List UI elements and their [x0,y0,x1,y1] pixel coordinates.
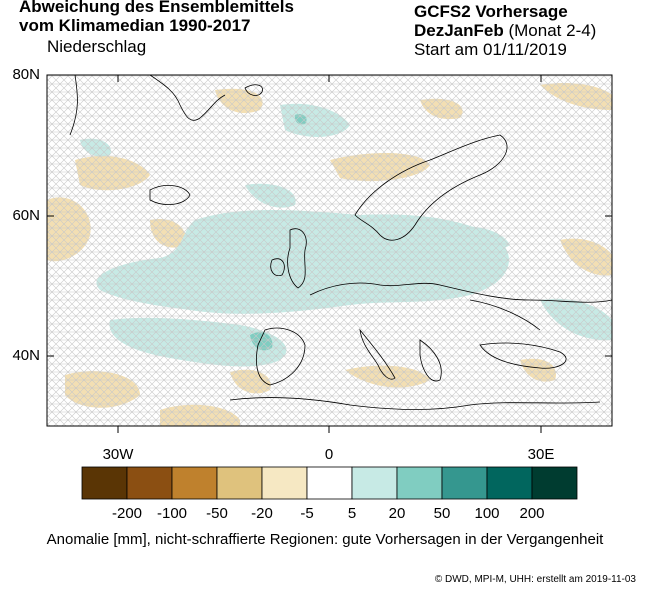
map-area [47,75,612,426]
ireland [270,258,285,277]
anatolia [479,342,567,369]
colorbar-tick-label: 20 [388,505,406,522]
title-line-1: Abweichung des Ensemblemittels [19,0,294,16]
continental-coast [309,282,612,303]
colorbar-tick-label: -5 [300,505,314,522]
forecast-info: GCFS2 Vorhersage DezJanFeb (Monat 2-4) S… [414,2,596,59]
svalbard [244,84,263,96]
colorbar-swatch [396,466,443,500]
colorbar-tick-label: 200 [519,505,545,522]
coastlines [69,75,612,410]
hatch-overlay [47,75,612,426]
iberia [256,327,306,386]
colorbar-swatch [126,466,173,500]
balkans [419,339,442,382]
greenland-west-coast [69,75,78,136]
north-africa-coast [229,397,601,410]
lat-label-40n: 40N [12,347,40,364]
colorbar-tick-label: -50 [206,505,228,522]
colorbar [81,466,578,500]
colorbar-swatch [216,466,263,500]
colorbar-swatch [486,466,533,500]
colorbar-swatch [306,466,353,500]
lat-label-80n: 80N [12,66,40,83]
lon-label-30e: 30E [527,446,555,463]
colorbar-tick-label: -20 [251,505,273,522]
greenland-coast [149,75,226,121]
model-label: GCFS2 Vorhersage [414,2,568,21]
lat-label-60n: 60N [12,207,40,224]
colorbar-tick-label: 100 [474,505,500,522]
colorbar-swatch [261,466,308,500]
lat-ticks [47,74,612,433]
variable-label: Niederschlag [47,37,147,56]
colorbar-caption: Anomalie [mm], nicht-schraffierte Region… [46,531,604,548]
colorbar-swatch [171,466,218,500]
scandinavia-coast [354,134,508,241]
colorbar-swatch [441,466,488,500]
colorbar-tick-label: -100 [156,505,188,522]
colorbar-swatch [531,466,578,500]
lon-label-30w: 30W [102,446,134,463]
season-label: DezJanFeb [414,21,504,40]
title-line-2: vom Klimamedian 1990-2017 [19,16,251,35]
start-date: Start am 01/11/2019 [414,40,567,59]
black-sea-coast [469,299,541,331]
colorbar-swatch [351,466,398,500]
season-detail: (Monat 2-4) [508,21,597,40]
season-line: DezJanFeb (Monat 2-4) [414,21,596,40]
credit-line: © DWD, MPI-M, UHH: erstellt am 2019-11-0… [434,574,636,585]
chart-title: Abweichung des Ensemblemittels vom Klima… [19,0,294,35]
iceland [149,185,191,205]
colorbar-swatch [81,466,128,500]
colorbar-tick-label: 5 [347,505,357,522]
great-britain [287,228,307,289]
colorbar-tick-label: -200 [111,505,143,522]
colorbar-tick-label: 50 [433,505,451,522]
lon-label-0: 0 [324,446,334,463]
italy [359,328,396,380]
